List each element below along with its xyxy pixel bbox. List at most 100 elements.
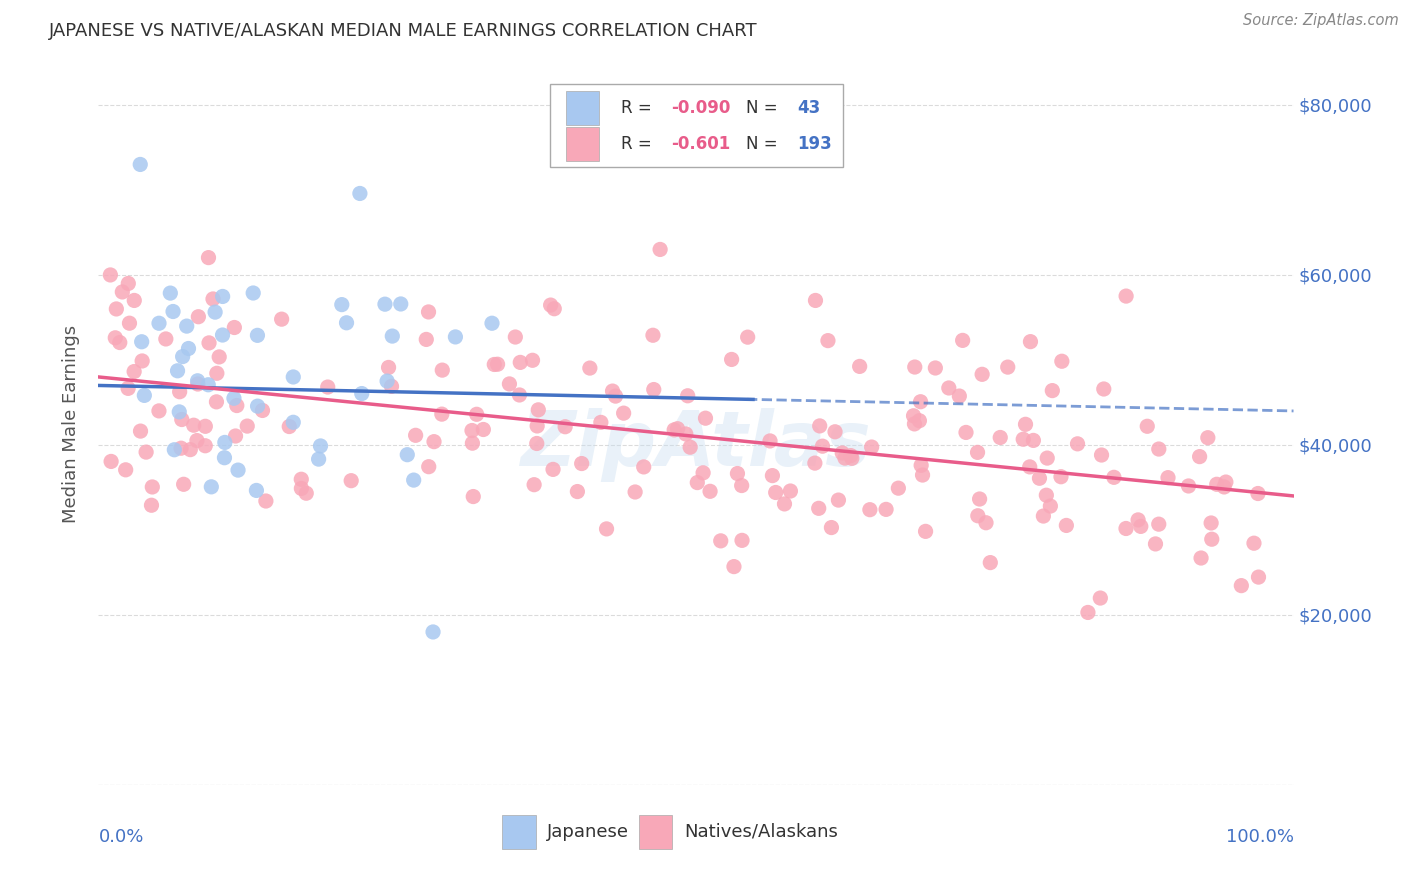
- Japanese: [163, 442, 186, 457]
- Natives/Alaskans: [765, 485, 787, 500]
- Natives/Alaskans: [1157, 470, 1180, 484]
- Natives/Alaskans: [1147, 442, 1170, 456]
- Japanese: [246, 328, 269, 343]
- Japanese: [211, 289, 233, 303]
- Natives/Alaskans: [508, 388, 530, 402]
- Natives/Alaskans: [1189, 551, 1212, 566]
- Japanese: [177, 342, 200, 356]
- Natives/Alaskans: [1050, 469, 1073, 483]
- Natives/Alaskans: [1199, 516, 1222, 530]
- Japanese: [172, 350, 194, 364]
- Natives/Alaskans: [1022, 434, 1045, 448]
- Japanese: [375, 374, 398, 388]
- Natives/Alaskans: [887, 481, 910, 495]
- Natives/Alaskans: [194, 439, 217, 453]
- Japanese: [129, 157, 152, 171]
- Natives/Alaskans: [522, 353, 544, 368]
- Natives/Alaskans: [290, 472, 312, 486]
- FancyBboxPatch shape: [638, 814, 672, 849]
- Text: Natives/Alaskans: Natives/Alaskans: [685, 823, 838, 841]
- Natives/Alaskans: [955, 425, 977, 440]
- Natives/Alaskans: [924, 361, 946, 376]
- Natives/Alaskans: [641, 328, 664, 343]
- Natives/Alaskans: [111, 285, 134, 299]
- Natives/Alaskans: [908, 414, 931, 428]
- Natives/Alaskans: [1102, 470, 1125, 484]
- Japanese: [309, 439, 332, 453]
- Text: -0.601: -0.601: [671, 135, 730, 153]
- Natives/Alaskans: [804, 456, 827, 470]
- Natives/Alaskans: [418, 305, 440, 319]
- Japanese: [167, 405, 190, 419]
- Japanese: [226, 463, 249, 477]
- Natives/Alaskans: [423, 434, 446, 449]
- Natives/Alaskans: [1019, 334, 1042, 349]
- Natives/Alaskans: [225, 429, 247, 443]
- Natives/Alaskans: [183, 418, 205, 433]
- Japanese: [308, 452, 330, 467]
- FancyBboxPatch shape: [565, 91, 599, 125]
- Japanese: [283, 370, 305, 384]
- Natives/Alaskans: [380, 379, 402, 393]
- Japanese: [402, 473, 425, 487]
- Natives/Alaskans: [808, 418, 831, 433]
- Natives/Alaskans: [124, 293, 146, 308]
- Natives/Alaskans: [1018, 459, 1040, 474]
- Natives/Alaskans: [831, 446, 853, 460]
- Natives/Alaskans: [666, 422, 689, 436]
- Natives/Alaskans: [1177, 479, 1199, 493]
- Japanese: [214, 435, 236, 450]
- Natives/Alaskans: [679, 440, 702, 454]
- Natives/Alaskans: [1092, 382, 1115, 396]
- Natives/Alaskans: [278, 419, 301, 434]
- FancyBboxPatch shape: [502, 814, 536, 849]
- Natives/Alaskans: [418, 459, 440, 474]
- Natives/Alaskans: [117, 381, 139, 395]
- Natives/Alaskans: [624, 485, 647, 500]
- Natives/Alaskans: [824, 425, 846, 439]
- Natives/Alaskans: [848, 359, 870, 374]
- Natives/Alaskans: [910, 458, 932, 473]
- Natives/Alaskans: [543, 301, 565, 316]
- Japanese: [187, 374, 209, 388]
- Japanese: [211, 328, 233, 343]
- Natives/Alaskans: [567, 484, 589, 499]
- Natives/Alaskans: [643, 383, 665, 397]
- Natives/Alaskans: [911, 468, 934, 483]
- Natives/Alaskans: [1243, 536, 1265, 550]
- Natives/Alaskans: [827, 493, 849, 508]
- Natives/Alaskans: [860, 440, 883, 454]
- Natives/Alaskans: [1115, 521, 1137, 535]
- Natives/Alaskans: [737, 330, 759, 344]
- Natives/Alaskans: [997, 360, 1019, 375]
- Natives/Alaskans: [1205, 477, 1227, 491]
- Natives/Alaskans: [839, 449, 862, 463]
- Natives/Alaskans: [1144, 537, 1167, 551]
- Natives/Alaskans: [692, 466, 714, 480]
- Natives/Alaskans: [1040, 384, 1063, 398]
- Natives/Alaskans: [938, 381, 960, 395]
- Natives/Alaskans: [498, 376, 520, 391]
- Natives/Alaskans: [486, 357, 509, 371]
- Natives/Alaskans: [290, 482, 312, 496]
- Natives/Alaskans: [605, 389, 627, 403]
- Natives/Alaskans: [170, 412, 193, 426]
- Natives/Alaskans: [974, 516, 997, 530]
- Natives/Alaskans: [720, 352, 742, 367]
- Natives/Alaskans: [1201, 533, 1223, 547]
- Natives/Alaskans: [131, 354, 153, 368]
- Natives/Alaskans: [979, 556, 1001, 570]
- Natives/Alaskans: [254, 494, 277, 508]
- Japanese: [222, 391, 245, 405]
- Japanese: [197, 377, 219, 392]
- Natives/Alaskans: [509, 355, 531, 369]
- Natives/Alaskans: [141, 498, 163, 512]
- Natives/Alaskans: [595, 522, 617, 536]
- Natives/Alaskans: [1090, 448, 1112, 462]
- Natives/Alaskans: [972, 368, 994, 382]
- Natives/Alaskans: [295, 486, 318, 500]
- Natives/Alaskans: [725, 467, 748, 481]
- Natives/Alaskans: [554, 419, 576, 434]
- Natives/Alaskans: [104, 331, 127, 345]
- Natives/Alaskans: [903, 417, 925, 431]
